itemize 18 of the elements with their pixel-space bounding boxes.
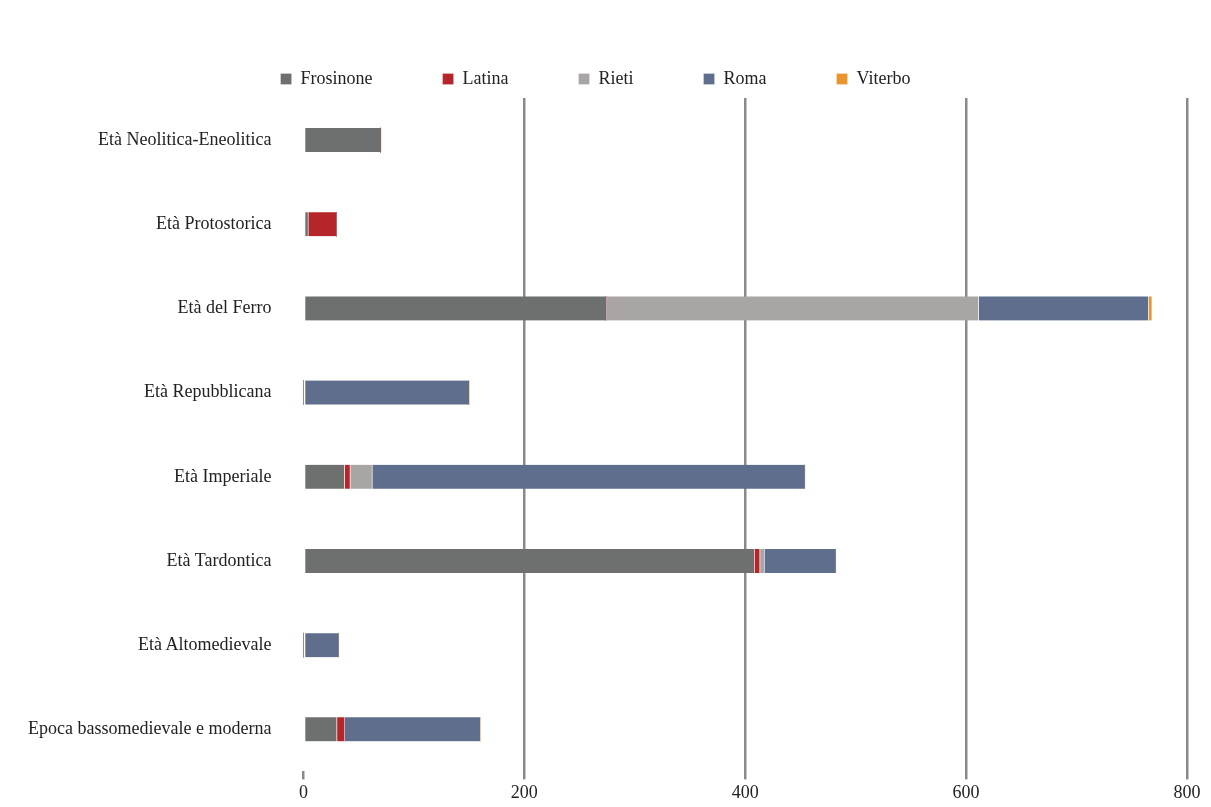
y-tick-label: Età Protostorica	[155, 213, 272, 233]
x-tick-label: 800	[1173, 781, 1201, 802]
legend-label: Viterbo	[856, 67, 911, 88]
y-tick-label: Età Imperiale	[173, 465, 272, 486]
legend-label: Roma	[723, 67, 767, 88]
y-tick-label: Età Repubblicana	[143, 381, 272, 402]
y-tick-label: Età del Ferro	[177, 297, 272, 318]
x-tick-label: 200	[510, 781, 538, 802]
x-tick-label: 400	[731, 781, 759, 802]
y-tick-label: Età Tardontica	[166, 549, 272, 570]
legend-label: Latina	[462, 67, 509, 88]
x-tick-label: 0	[298, 781, 308, 802]
legend-label: Rieti	[598, 67, 634, 88]
legend-label: Frosinone	[300, 67, 373, 88]
y-tick-label: Epoca bassomedievale e moderna	[27, 718, 272, 739]
x-tick-label: 600	[952, 781, 980, 802]
y-tick-label: Età Altomedievale	[137, 633, 272, 654]
y-tick-label: Età Neolitica-Eneolitica	[97, 128, 272, 149]
